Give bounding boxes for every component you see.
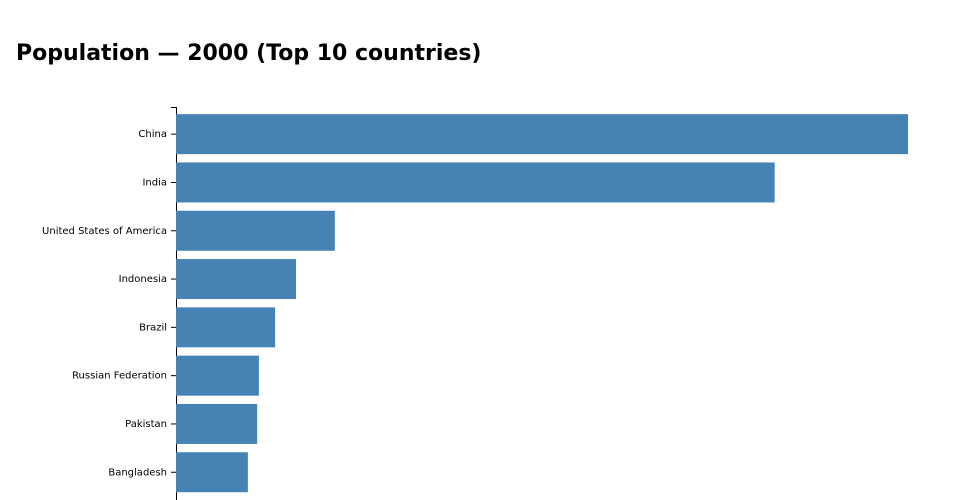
bar xyxy=(176,452,248,493)
bar xyxy=(176,307,276,348)
y-tick-label: Brazil xyxy=(139,322,167,333)
y-tick-label: Bangladesh xyxy=(108,467,167,478)
bar xyxy=(176,403,258,444)
bar xyxy=(176,210,335,251)
y-axis xyxy=(171,107,177,500)
bar xyxy=(176,355,259,396)
y-tick-label: India xyxy=(142,177,167,188)
y-tick-label: Russian Federation xyxy=(72,371,167,382)
bar xyxy=(176,114,908,155)
y-tick-label: Indonesia xyxy=(119,274,167,285)
bar xyxy=(176,259,296,300)
chart-title: Population — 2000 (Top 10 countries) xyxy=(16,41,481,66)
y-tick-label: United States of America xyxy=(42,226,167,237)
bar xyxy=(176,162,775,203)
y-tick-label: China xyxy=(138,129,167,140)
y-tick-label: Pakistan xyxy=(125,419,167,430)
